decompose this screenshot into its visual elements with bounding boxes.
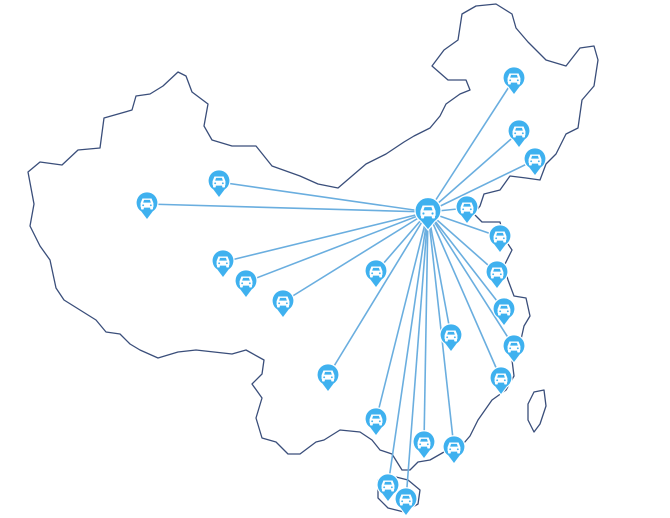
route-line [375, 211, 429, 421]
destination-marker[interactable] [376, 473, 400, 504]
route-line [423, 211, 429, 444]
destination-marker[interactable] [489, 366, 513, 397]
destination-marker[interactable] [207, 169, 231, 200]
route-line [427, 78, 515, 213]
route-line [427, 211, 505, 311]
destination-marker[interactable] [442, 435, 466, 466]
route-lines [146, 78, 536, 501]
mainland-outline [27, 3, 599, 471]
destination-marker[interactable] [523, 147, 547, 178]
car-icon [512, 126, 526, 138]
route-line [218, 181, 429, 213]
route-line [387, 211, 429, 487]
car-icon [493, 231, 507, 243]
destination-marker[interactable] [502, 66, 526, 97]
destination-marker[interactable] [439, 323, 463, 354]
car-icon [399, 494, 413, 506]
route-line [405, 211, 429, 501]
route-line [427, 159, 536, 213]
car-icon [494, 373, 508, 385]
destination-marker[interactable] [455, 195, 479, 226]
car-icon [447, 442, 461, 454]
destination-marker[interactable] [507, 119, 531, 150]
car-icon [321, 370, 335, 382]
car-icon [507, 341, 521, 353]
taiwan-outline [527, 389, 547, 433]
destination-marker[interactable] [412, 430, 436, 461]
route-line [427, 211, 515, 348]
route-line [427, 131, 520, 213]
car-icon [497, 304, 511, 316]
route-line [427, 211, 498, 274]
car-icon [212, 176, 226, 188]
car-icon [381, 480, 395, 492]
destination-marker[interactable] [271, 289, 295, 320]
route-line [222, 211, 429, 263]
car-icon [276, 296, 290, 308]
route-line [282, 211, 429, 303]
car-icon [140, 198, 154, 210]
route-line [146, 203, 429, 213]
route-line [375, 211, 429, 273]
car-icon [528, 154, 542, 166]
car-icon [444, 330, 458, 342]
destination-marker[interactable] [488, 224, 512, 255]
car-icon [216, 256, 230, 268]
car-icon [369, 266, 383, 278]
destination-marker[interactable] [492, 297, 516, 328]
hub-marker[interactable] [414, 196, 442, 231]
route-line [245, 211, 429, 283]
destination-marker[interactable] [316, 363, 340, 394]
route-line [427, 211, 502, 380]
destination-marker[interactable] [211, 249, 235, 280]
car-icon [460, 202, 474, 214]
car-icon [239, 276, 253, 288]
route-markers [135, 66, 547, 518]
destination-marker[interactable] [502, 334, 526, 365]
destination-marker[interactable] [485, 260, 509, 291]
car-icon [490, 267, 504, 279]
destination-marker[interactable] [394, 487, 418, 518]
destination-marker[interactable] [364, 259, 388, 290]
car-icon [417, 437, 431, 449]
car-icon [507, 73, 521, 85]
destination-marker[interactable] [234, 269, 258, 300]
car-icon [369, 414, 383, 426]
car-icon [420, 205, 436, 219]
destination-marker[interactable] [135, 191, 159, 222]
destination-marker[interactable] [364, 407, 388, 438]
route-line [427, 211, 452, 337]
route-line [327, 211, 429, 377]
